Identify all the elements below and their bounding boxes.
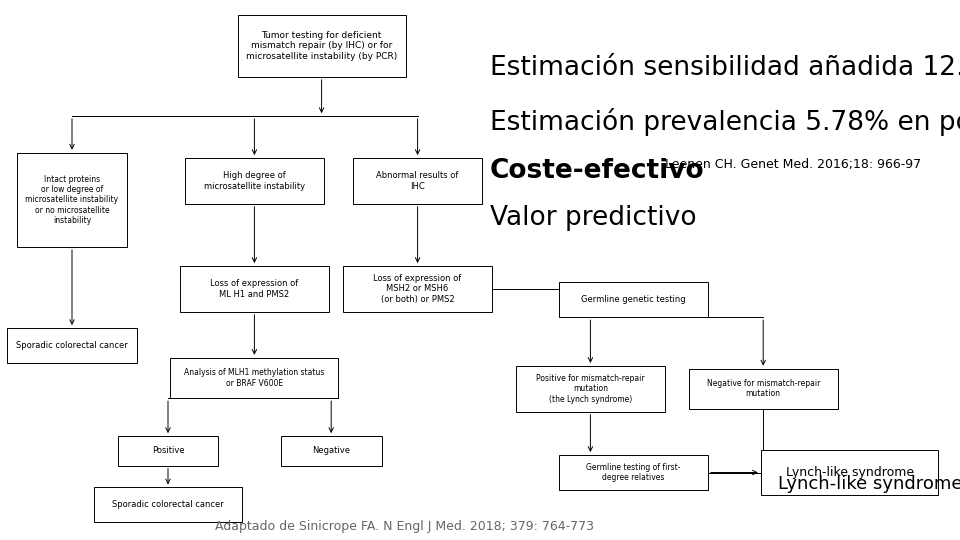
Text: Analysis of MLH1 methylation status
or BRAF V600E: Analysis of MLH1 methylation status or B…: [184, 368, 324, 388]
FancyBboxPatch shape: [559, 455, 708, 490]
Text: Valor predictivo: Valor predictivo: [490, 205, 697, 231]
FancyBboxPatch shape: [760, 449, 939, 496]
FancyBboxPatch shape: [7, 328, 137, 363]
Text: Estimación sensibilidad añadida 12.2% vs: Estimación sensibilidad añadida 12.2% vs: [490, 55, 960, 81]
Text: Sporadic colorectal cancer: Sporadic colorectal cancer: [16, 341, 128, 350]
FancyBboxPatch shape: [117, 436, 218, 465]
Text: High degree of
microsatellite instability: High degree of microsatellite instabilit…: [204, 171, 305, 191]
FancyBboxPatch shape: [16, 152, 127, 247]
Text: Loss of expression of
ML H1 and PMS2: Loss of expression of ML H1 and PMS2: [210, 279, 299, 299]
Text: Intact proteins
or low degree of
microsatellite instability
or no microsatellite: Intact proteins or low degree of microsa…: [25, 174, 119, 225]
FancyBboxPatch shape: [689, 368, 837, 409]
Text: Negative for mismatch-repair
mutation: Negative for mismatch-repair mutation: [707, 379, 820, 399]
Text: Negative: Negative: [312, 447, 350, 455]
Text: Positive for mismatch-repair
mutation
(the Lynch syndrome): Positive for mismatch-repair mutation (t…: [536, 374, 645, 404]
Text: Lynch-like syndrome: Lynch-like syndrome: [778, 475, 960, 493]
Text: Estimación prevalencia 5.78% en poblaciò: Estimación prevalencia 5.78% en poblaciò: [490, 108, 960, 136]
Text: Loss of expression of
MSH2 or MSH6
(or both) or PMS2: Loss of expression of MSH2 or MSH6 (or b…: [373, 274, 462, 304]
Text: Adaptado de Sinicrope FA. N Engl J Med. 2018; 379: 764-773: Adaptado de Sinicrope FA. N Engl J Med. …: [215, 520, 594, 533]
FancyBboxPatch shape: [171, 357, 339, 398]
Text: Abnormal results of
IHC: Abnormal results of IHC: [376, 171, 459, 191]
FancyBboxPatch shape: [93, 488, 242, 523]
FancyBboxPatch shape: [280, 436, 381, 465]
Text: Tumor testing for deficient
mismatch repair (by IHC) or for
microsatellite insta: Tumor testing for deficient mismatch rep…: [246, 31, 397, 61]
Text: Lynch-like syndrome: Lynch-like syndrome: [785, 466, 914, 479]
FancyBboxPatch shape: [344, 266, 492, 312]
Text: Positive: Positive: [152, 447, 184, 455]
Text: Germline genetic testing: Germline genetic testing: [582, 295, 685, 304]
FancyBboxPatch shape: [180, 266, 328, 312]
Text: Coste-efectivo: Coste-efectivo: [490, 158, 705, 184]
FancyBboxPatch shape: [353, 158, 482, 204]
Text: Sporadic colorectal cancer: Sporadic colorectal cancer: [112, 501, 224, 509]
FancyBboxPatch shape: [184, 158, 324, 204]
FancyBboxPatch shape: [559, 282, 708, 317]
Text: Germline testing of first-
degree relatives: Germline testing of first- degree relati…: [587, 463, 681, 482]
Text: Leenen CH. Genet Med. 2016;18: 966-97: Leenen CH. Genet Med. 2016;18: 966-97: [665, 158, 922, 171]
FancyBboxPatch shape: [516, 366, 664, 411]
FancyBboxPatch shape: [238, 15, 405, 77]
